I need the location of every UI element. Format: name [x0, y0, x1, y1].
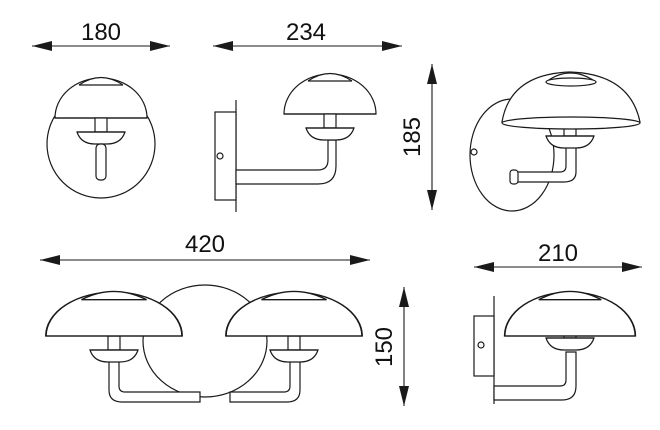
double-side-shade [503, 290, 637, 337]
perspective-view [469, 71, 641, 212]
side-shade [283, 72, 377, 115]
dim-label-210: 210 [538, 240, 578, 267]
dim-label-180: 180 [81, 19, 121, 46]
side-arm [235, 139, 337, 185]
double-view [45, 284, 363, 403]
dim-double-depth: 210 [474, 240, 642, 272]
double-wall-plate [142, 284, 268, 398]
double-left-socket [89, 335, 139, 363]
side-wall-mount [214, 111, 237, 201]
dim-double-width: 420 [40, 231, 370, 265]
double-right-shade [225, 290, 363, 337]
double-side-view [473, 290, 637, 404]
dim-double-height: 150 [371, 287, 409, 406]
dim-label-185: 185 [399, 117, 426, 157]
dim-label-420: 420 [185, 231, 225, 258]
dim-side-depth: 234 [213, 19, 402, 51]
front-shade [54, 76, 148, 119]
dim-label-234: 234 [286, 19, 326, 46]
double-right-socket [269, 335, 319, 363]
side-socket [305, 113, 355, 141]
double-side-arm [493, 351, 577, 401]
dim-front-width: 180 [32, 19, 170, 51]
dim-label-150: 150 [371, 327, 398, 367]
persp-shade [501, 71, 641, 123]
front-stem [95, 143, 107, 181]
double-left-shade [45, 290, 183, 337]
dim-height: 185 [399, 64, 437, 210]
side-view [214, 72, 377, 212]
front-view [46, 76, 156, 199]
